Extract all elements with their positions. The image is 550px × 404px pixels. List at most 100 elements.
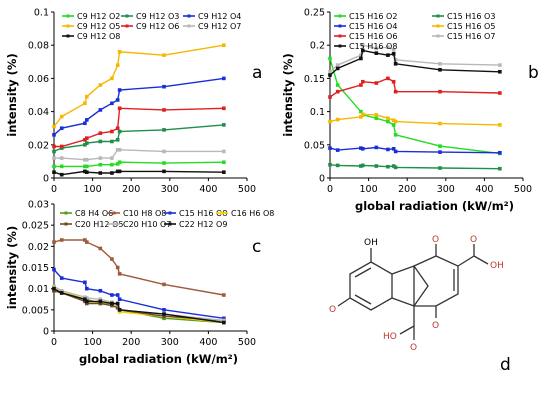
data-point	[361, 163, 365, 168]
series-line	[53, 44, 224, 127]
legend-label: C8 H4 O6	[75, 209, 113, 218]
x-tick-label: 400	[475, 184, 493, 195]
data-point	[359, 164, 363, 168]
data-point	[110, 101, 114, 106]
data-point	[162, 316, 166, 321]
data-point	[374, 46, 379, 51]
legend-label: C15 H16 O3	[447, 12, 495, 21]
legend-marker	[338, 24, 342, 28]
data-point	[328, 95, 332, 99]
data-point	[393, 119, 398, 124]
data-point	[52, 267, 56, 272]
data-point	[85, 157, 89, 162]
label-o-bottom: O	[432, 321, 439, 331]
series-line	[54, 149, 224, 161]
series-line	[53, 290, 224, 322]
data-point	[83, 299, 87, 304]
data-point	[393, 89, 398, 94]
data-point	[393, 149, 398, 154]
data-point	[98, 162, 103, 167]
data-point	[59, 144, 64, 149]
panel-label-d: d	[500, 355, 511, 375]
legend-marker	[338, 44, 342, 48]
legend-label: C9 H12 O3	[136, 12, 179, 21]
series-line	[53, 288, 224, 324]
legend-marker	[66, 34, 70, 38]
legend-marker	[64, 222, 68, 226]
data-point	[391, 48, 396, 52]
x-tick-label: 400	[199, 337, 217, 348]
data-point	[359, 53, 363, 57]
label-oh-top: OH	[364, 238, 378, 248]
data-point	[115, 147, 120, 152]
data-point	[391, 146, 396, 151]
data-point	[110, 162, 114, 167]
series-line	[53, 170, 224, 176]
data-point	[335, 83, 340, 87]
data-point	[438, 67, 442, 72]
data-point	[335, 89, 340, 94]
data-point	[98, 139, 103, 144]
series-line	[329, 44, 500, 73]
legend-marker	[112, 222, 116, 226]
legend-label: C9 H12 O4	[198, 12, 241, 21]
data-point	[361, 48, 365, 53]
legend-label: C22 H12 O9	[179, 220, 227, 229]
y-tick-label: 0.08	[28, 41, 49, 52]
data-point	[98, 301, 103, 306]
x-tick-label: 100	[84, 337, 102, 348]
data-point	[98, 83, 103, 87]
data-point	[328, 69, 332, 74]
data-point	[85, 301, 89, 306]
data-point	[52, 284, 56, 289]
panel-label: a	[252, 63, 262, 83]
panel-label: c	[252, 237, 261, 257]
data-point	[110, 303, 114, 308]
y-tick-label: 0.03	[28, 200, 49, 211]
data-point	[162, 108, 166, 112]
data-point	[52, 164, 56, 169]
legend-label: C15 H16 O7	[447, 32, 495, 41]
data-point	[117, 310, 122, 314]
x-tick-label: 500	[238, 184, 256, 195]
data-point	[438, 121, 442, 126]
data-point	[361, 43, 365, 47]
data-point	[115, 138, 120, 142]
data-point	[115, 169, 120, 174]
data-point	[110, 76, 114, 81]
chart-panel-c: 0 0.005 0.01 0.015 0.02 0.025 0.03 0 100 200 300 40…	[5, 200, 274, 367]
data-point	[85, 94, 89, 99]
data-point	[162, 312, 166, 316]
data-point	[386, 119, 390, 124]
legend-marker	[187, 24, 191, 28]
data-point	[110, 171, 114, 175]
data-point	[52, 124, 56, 129]
data-point	[85, 170, 89, 174]
data-point	[386, 45, 390, 49]
y-tick-label: 0.06	[28, 74, 49, 85]
bond-double-1	[354, 267, 372, 278]
data-point	[85, 286, 89, 291]
legend-marker	[66, 24, 70, 28]
data-point	[52, 286, 56, 291]
legend-marker	[220, 211, 224, 215]
data-point	[361, 112, 365, 117]
data-point	[222, 149, 226, 154]
x-tick-label: 300	[161, 184, 179, 195]
y-tick-label: 0.01	[28, 284, 49, 295]
data-point	[83, 138, 87, 142]
y-tick-label: 0.02	[28, 242, 49, 253]
data-point	[335, 148, 340, 152]
label-oh-right: OH	[490, 261, 504, 271]
legend-marker	[338, 34, 342, 38]
data-point	[98, 108, 103, 112]
data-point	[110, 156, 114, 160]
data-point	[117, 272, 122, 276]
data-point	[359, 83, 363, 87]
label-o-cooh-bottom: O	[410, 343, 417, 353]
data-point	[110, 129, 114, 134]
ring-right	[413, 255, 459, 307]
bond-cooh-right	[457, 255, 475, 267]
data-point	[52, 240, 56, 244]
